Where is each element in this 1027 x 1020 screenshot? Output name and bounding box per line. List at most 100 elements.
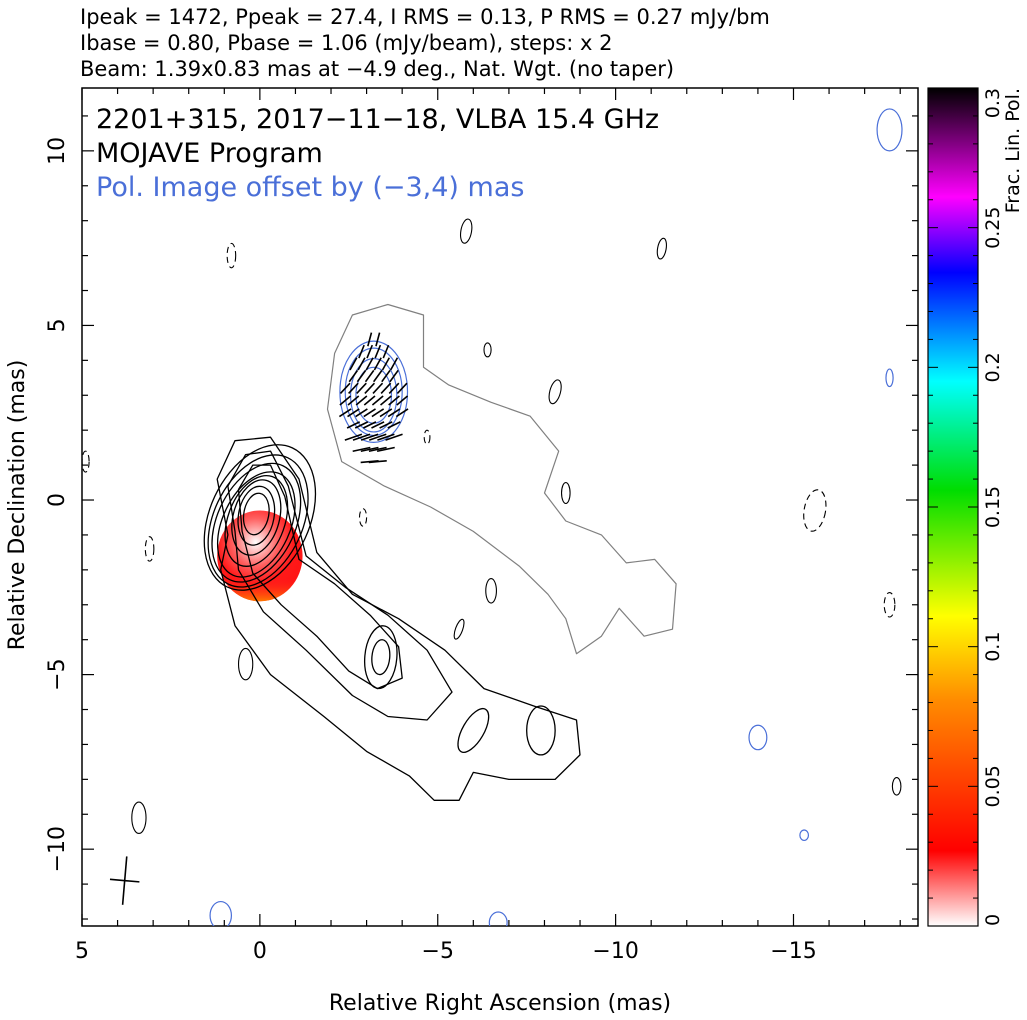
evpa-vector bbox=[387, 408, 401, 418]
evpa-vector bbox=[389, 369, 399, 383]
negative-contour bbox=[883, 591, 896, 618]
evpa-vector bbox=[371, 408, 385, 418]
y-tick-label: 5 bbox=[45, 318, 70, 332]
pol-contour bbox=[799, 829, 810, 842]
x-axis-label: Relative Right Ascension (mas) bbox=[329, 991, 671, 1016]
colorbar-tick-label: 0.1 bbox=[982, 632, 1004, 662]
evpa-vector bbox=[396, 382, 408, 394]
y-axis-label: Relative Declination (mas) bbox=[5, 360, 30, 651]
negative-contour bbox=[358, 508, 368, 527]
stokes-i-contour bbox=[224, 474, 289, 567]
stokes-i-contour bbox=[237, 485, 276, 546]
stokes-i-contour bbox=[207, 454, 309, 588]
colorbar-tick-label: 0.2 bbox=[982, 352, 1004, 382]
evpa-vector bbox=[365, 357, 374, 371]
stokes-i-contour bbox=[242, 492, 270, 536]
evpa-vector bbox=[355, 395, 368, 406]
beam-minor-axis bbox=[109, 878, 140, 883]
frac-pol-patch-edge bbox=[217, 510, 303, 602]
offset-stokes-i-contour bbox=[326, 303, 677, 655]
y-tick-label: 0 bbox=[45, 493, 70, 507]
evpa-vector bbox=[373, 357, 382, 371]
noise-contour bbox=[453, 618, 465, 640]
pol-contour bbox=[748, 724, 768, 751]
negative-contour bbox=[82, 450, 90, 473]
evpa-vector bbox=[360, 446, 379, 453]
evpa-vector bbox=[356, 382, 367, 394]
evpa-vector bbox=[348, 382, 359, 394]
evpa-vector bbox=[382, 344, 390, 359]
evpa-vector bbox=[347, 408, 360, 418]
evpa-vector bbox=[379, 421, 393, 429]
evpa-vector bbox=[376, 446, 395, 453]
stokes-i-contour bbox=[231, 479, 282, 556]
x-tick-label: 5 bbox=[75, 939, 89, 964]
noise-contour bbox=[560, 482, 571, 505]
pol-contour bbox=[885, 368, 894, 388]
evpa-vector bbox=[388, 382, 400, 394]
evpa-vector bbox=[380, 382, 392, 394]
evpa-vector bbox=[381, 357, 391, 371]
evpa-vector bbox=[396, 395, 409, 406]
evpa-vector bbox=[363, 395, 376, 406]
plot-area bbox=[81, 87, 919, 927]
negative-contour bbox=[423, 429, 431, 445]
evpa-vector bbox=[379, 408, 393, 418]
evpa-vector bbox=[388, 395, 400, 406]
evpa-vector bbox=[349, 357, 358, 371]
stokes-i-contour bbox=[457, 707, 490, 753]
evpa-vector bbox=[368, 460, 387, 464]
evpa-vector bbox=[367, 332, 373, 347]
evpa-vector bbox=[363, 408, 376, 418]
x-tick-label: 0 bbox=[253, 939, 267, 964]
stokes-i-contour bbox=[363, 625, 398, 690]
pol-contour bbox=[339, 340, 409, 444]
evpa-vector bbox=[389, 357, 399, 371]
noise-contour bbox=[656, 237, 667, 260]
stokes-i-contour bbox=[371, 639, 391, 676]
evpa-vector bbox=[339, 382, 351, 394]
colorbar-tick-label: 0 bbox=[982, 914, 1004, 926]
evpa-vector bbox=[371, 421, 385, 429]
colorbar-label: Frac. Lin. Pol. bbox=[1002, 88, 1024, 213]
evpa-vector bbox=[387, 421, 401, 429]
stokes-i-outer-contour bbox=[216, 436, 581, 801]
header-line-2: Ibase = 0.80, Pbase = 1.06 (mJy/beam), s… bbox=[80, 31, 612, 55]
x-tick-label: −10 bbox=[592, 939, 638, 964]
evpa-vector bbox=[377, 433, 395, 441]
evpa-vector bbox=[366, 344, 374, 359]
evpa-vector bbox=[346, 421, 361, 429]
pol-contour bbox=[488, 911, 508, 926]
colorbar: 0 0.05 0.1 0.15 0.2 0.25 0.3 Frac. Lin. Pol. bbox=[927, 87, 1024, 927]
colorbar-tick-label: 0.3 bbox=[982, 88, 1004, 118]
evpa-vector bbox=[338, 408, 352, 418]
evpa-vector bbox=[348, 369, 359, 383]
evpa-vector bbox=[364, 369, 375, 383]
header-line-3: Beam: 1.39x0.83 mas at −4.9 deg., Nat. W… bbox=[80, 57, 674, 81]
evpa-vector bbox=[355, 408, 368, 418]
pol-contour bbox=[209, 900, 233, 926]
pol-offset-note: Pol. Image offset by (−3,4) mas bbox=[96, 172, 524, 203]
negative-contour bbox=[803, 489, 827, 532]
evpa-vector bbox=[356, 369, 367, 383]
x-tick-label: −5 bbox=[422, 939, 454, 964]
y-tick-label: −10 bbox=[45, 826, 70, 872]
evpa-vector bbox=[381, 369, 391, 383]
evpa-vector bbox=[395, 408, 409, 418]
evpa-vector bbox=[354, 421, 369, 429]
pol-contour bbox=[349, 358, 398, 433]
evpa-vector bbox=[339, 395, 352, 406]
evpa-vector bbox=[358, 344, 365, 359]
noise-contour bbox=[485, 578, 497, 604]
stokes-i-contour bbox=[526, 705, 556, 756]
map-layer bbox=[82, 108, 903, 926]
stokes-i-jet-contour bbox=[227, 450, 453, 721]
axes: 5 0 −5 −10 −15 10 5 0 −5 −10 bbox=[45, 88, 918, 964]
evpa-vector bbox=[371, 395, 384, 406]
header-line-1: Ipeak = 1472, Ppeak = 27.4, I RMS = 0.13… bbox=[80, 5, 770, 29]
evpa-vector bbox=[380, 395, 392, 406]
evpa-vector bbox=[363, 421, 377, 429]
noise-contour bbox=[483, 342, 492, 358]
colorbar-tick-label: 0.05 bbox=[982, 765, 1004, 807]
